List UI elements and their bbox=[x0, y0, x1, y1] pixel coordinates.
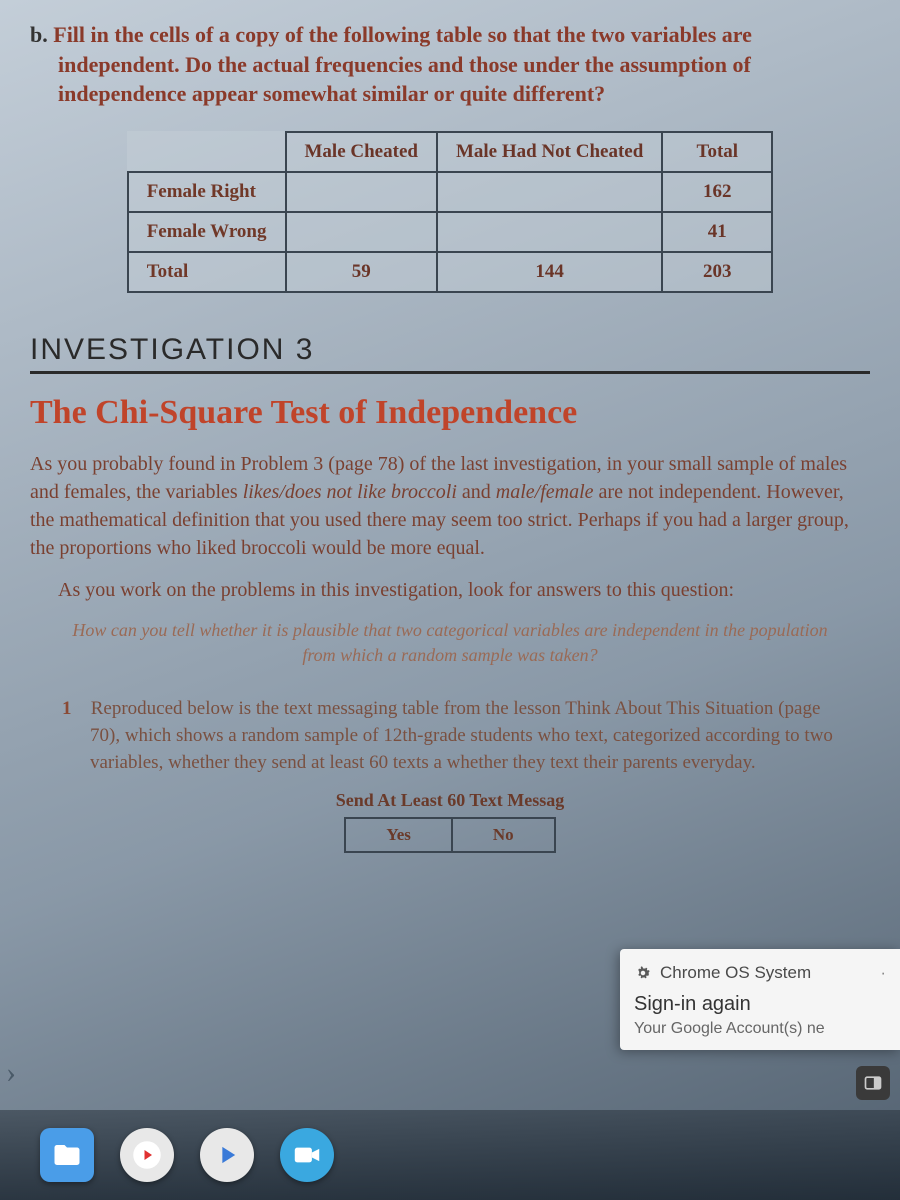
media-app-icon[interactable] bbox=[200, 1128, 254, 1182]
cell-r1-c1 bbox=[286, 172, 437, 212]
col-male-cheated: Male Cheated bbox=[286, 132, 437, 172]
triangle-play-icon bbox=[213, 1141, 241, 1169]
sub-problem-1: 1 Reproduced below is the text messaging… bbox=[90, 696, 840, 776]
video-camera-icon bbox=[292, 1144, 322, 1166]
cell-r3-c1: 59 bbox=[286, 252, 437, 292]
notification-message: Sign-in again bbox=[634, 993, 886, 1016]
cell-r3-c3: 203 bbox=[662, 252, 772, 292]
notification-detail: Your Google Account(s) ne bbox=[634, 1020, 886, 1038]
cell-r2-c1 bbox=[286, 212, 437, 252]
side-panel-toggle[interactable] bbox=[856, 1066, 890, 1100]
taskbar bbox=[0, 1110, 900, 1200]
notification-title: Chrome OS System bbox=[660, 963, 811, 983]
sub-problem-text: Reproduced below is the text messaging t… bbox=[90, 698, 833, 772]
problem-text-content: Fill in the cells of a copy of the follo… bbox=[53, 22, 752, 106]
cell-r1-c3: 162 bbox=[662, 172, 772, 212]
play-icon bbox=[132, 1140, 162, 1170]
cell-r2-c3: 41 bbox=[662, 212, 772, 252]
panel-icon bbox=[863, 1073, 883, 1093]
youtube-app-icon[interactable] bbox=[120, 1128, 174, 1182]
row-total: Total bbox=[128, 252, 286, 292]
problem-bullet: b. bbox=[30, 22, 48, 47]
contingency-table: Male Cheated Male Had Not Cheated Total … bbox=[127, 131, 774, 293]
camera-app-icon[interactable] bbox=[280, 1128, 334, 1182]
problem-statement: b. Fill in the cells of a copy of the fo… bbox=[30, 20, 870, 109]
gear-icon bbox=[634, 964, 652, 982]
guiding-question: How can you tell whether it is plausible… bbox=[60, 618, 840, 668]
notification-dot-icon: · bbox=[880, 963, 886, 983]
chevron-right-icon[interactable]: › bbox=[6, 1056, 16, 1090]
paragraph-2: As you work on the problems in this inve… bbox=[30, 576, 870, 604]
col-total: Total bbox=[662, 132, 772, 172]
cell-r3-c2: 144 bbox=[437, 252, 662, 292]
sub-problem-number: 1 bbox=[62, 696, 86, 723]
mini-table: Yes No bbox=[264, 817, 635, 853]
col-male-not-cheated: Male Had Not Cheated bbox=[437, 132, 662, 172]
system-notification[interactable]: Chrome OS System · Sign-in again Your Go… bbox=[620, 949, 900, 1050]
row-female-wrong: Female Wrong bbox=[128, 212, 286, 252]
notification-header: Chrome OS System · bbox=[634, 963, 886, 983]
files-app-icon[interactable] bbox=[40, 1128, 94, 1182]
mini-table-caption: Send At Least 60 Text Messag bbox=[30, 790, 870, 811]
row-female-right: Female Right bbox=[128, 172, 286, 212]
mini-col-yes: Yes bbox=[345, 818, 452, 852]
folder-icon bbox=[52, 1140, 82, 1170]
chi-square-title: The Chi-Square Test of Independence bbox=[30, 394, 870, 432]
investigation-header: INVESTIGATION 3 bbox=[30, 333, 870, 374]
cell-r1-c2 bbox=[437, 172, 662, 212]
cell-r2-c2 bbox=[437, 212, 662, 252]
mini-col-no: No bbox=[452, 818, 555, 852]
paragraph-1: As you probably found in Problem 3 (page… bbox=[30, 450, 870, 562]
